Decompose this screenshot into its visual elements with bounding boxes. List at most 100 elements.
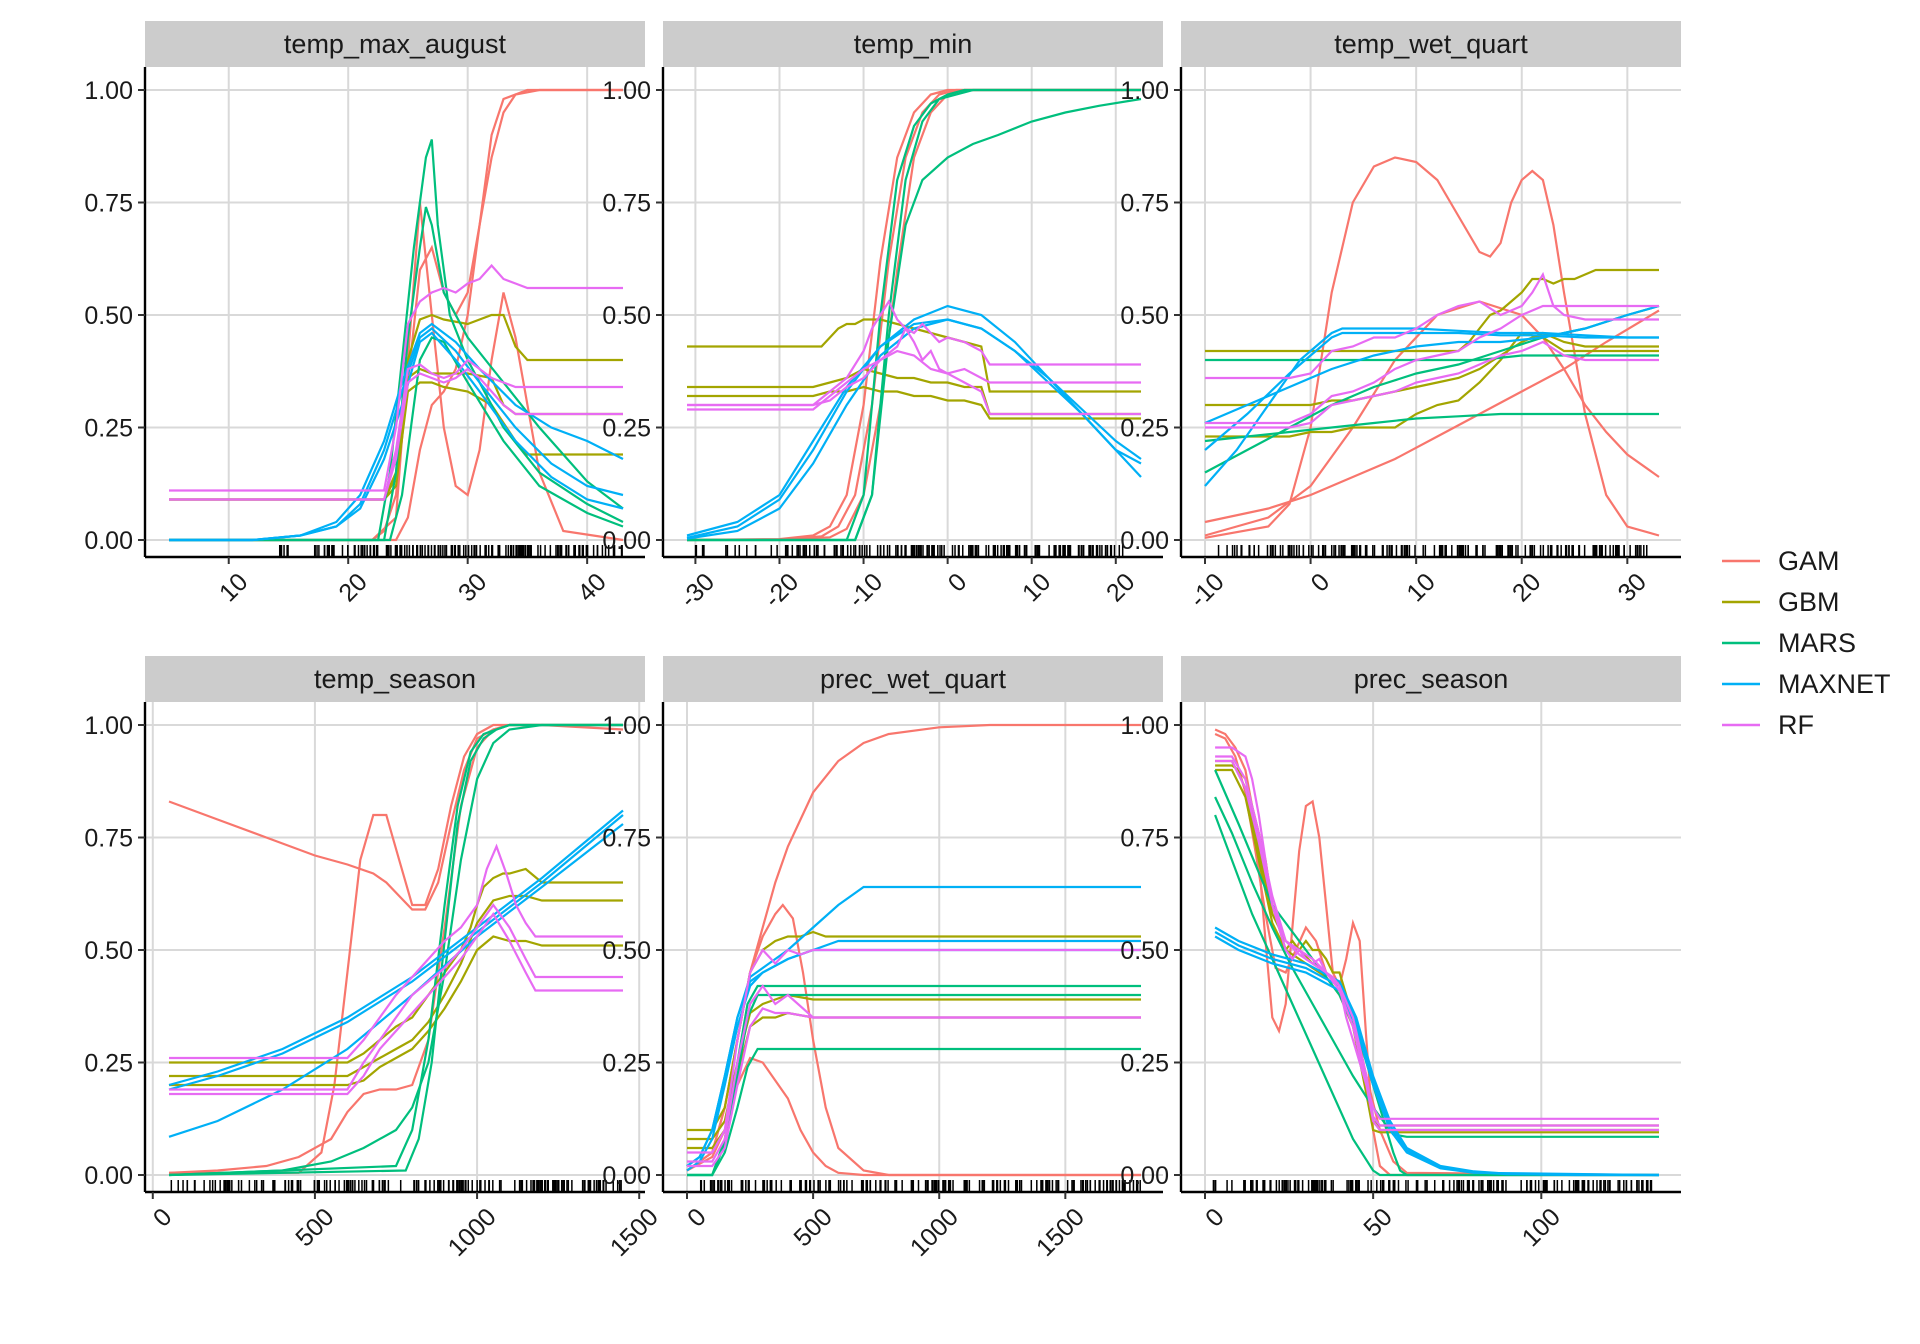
series-line-gam — [1214, 728, 1659, 1177]
x-tick-label: 500 — [290, 1203, 339, 1252]
series-line-maxnet — [686, 318, 1142, 540]
legend: GAM GBM MARS MAXNET RF — [1722, 546, 1891, 740]
x-tick-label: 0 — [148, 1203, 178, 1233]
y-tick-label: 0.25 — [602, 1050, 651, 1078]
series-line-gbm — [687, 367, 1141, 416]
series-line-rf — [1205, 271, 1659, 380]
x-tick-label: 0 — [1200, 1203, 1230, 1233]
series-line-mars — [1214, 814, 1659, 1177]
series-line-gam — [686, 1056, 1141, 1177]
y-tick-label: 0.25 — [1120, 415, 1169, 443]
series-line-gbm — [687, 993, 1141, 1141]
series-line-maxnet — [1214, 931, 1660, 1177]
series-line-mars — [1204, 412, 1659, 443]
x-tick-label: 20 — [333, 568, 372, 607]
series-line-gam — [1204, 309, 1660, 524]
x-tick-label: 500 — [788, 1203, 837, 1252]
rug — [278, 545, 623, 557]
series-line-gbm — [1205, 268, 1659, 353]
series-line-gam — [686, 903, 1141, 1177]
y-tick-label: 0.00 — [84, 1162, 133, 1190]
legend-label-maxnet: MAXNET — [1778, 669, 1891, 699]
y-tick-label: 0.75 — [84, 825, 133, 853]
series-line-maxnet — [168, 814, 624, 1091]
panel-strip — [663, 21, 1163, 67]
series-line-maxnet — [168, 809, 624, 1087]
panel-title: temp_season — [314, 664, 476, 694]
series-line-rf — [687, 326, 1141, 411]
series-line-rf — [687, 948, 1141, 1154]
series-line-maxnet — [1214, 935, 1660, 1177]
series-group — [686, 88, 1142, 542]
series-line-gam — [169, 723, 623, 1174]
y-tick-label: 0.00 — [84, 527, 133, 555]
y-tick-label: 1.00 — [1120, 712, 1169, 740]
series-line-gbm — [687, 385, 1141, 420]
series-line-maxnet — [686, 885, 1141, 1167]
y-tick-label: 1.00 — [84, 712, 133, 740]
rug — [699, 1180, 1141, 1192]
series-line-gbm — [1215, 768, 1659, 1134]
series-group — [686, 723, 1141, 1177]
series-line-rf — [169, 263, 623, 492]
series-line-gam — [686, 88, 1141, 542]
y-tick-label: 0.00 — [1120, 1162, 1169, 1190]
x-tick-label: 30 — [453, 568, 492, 607]
series-line-gbm — [169, 894, 623, 1078]
panel-temp_max_august: temp_max_august 0.00 0.25 0.50 0.75 1.00 10 20 3… — [84, 21, 645, 607]
legend-label-rf: RF — [1778, 710, 1814, 740]
panel-prec_season: prec_season 0.00 0.25 0.50 0.75 1.00 0 50 100 — [1120, 656, 1681, 1252]
panel-strip — [1181, 656, 1681, 702]
series-line-gbm — [169, 867, 623, 1064]
panel-temp_season: temp_season 0.00 0.25 0.50 0.75 1.00 0 500 1000 1… — [84, 656, 664, 1262]
x-tick-label: -20 — [759, 568, 804, 613]
series-line-mars — [169, 206, 624, 542]
y-tick-label: 0.50 — [1120, 302, 1169, 330]
y-tick-label: 0.25 — [84, 415, 133, 443]
x-tick-label: 1000 — [905, 1203, 964, 1262]
y-tick-label: 1.00 — [84, 77, 133, 105]
series-line-gam — [686, 88, 1141, 542]
panel-prec_wet_quart: prec_wet_quart 0.00 0.25 0.50 0.75 1.00 0 500 10… — [602, 656, 1163, 1262]
panel-title: temp_max_august — [284, 29, 507, 59]
series-line-rf — [1205, 304, 1659, 425]
y-tick-label: 0.25 — [1120, 1050, 1169, 1078]
series-line-maxnet — [169, 331, 624, 542]
x-tick-label: 1500 — [1031, 1203, 1090, 1262]
series-line-rf — [687, 1007, 1141, 1168]
y-tick-label: 0.50 — [602, 302, 651, 330]
series-line-rf — [169, 358, 623, 501]
x-tick-label: 10 — [1401, 568, 1440, 607]
series-group — [1214, 728, 1660, 1177]
x-tick-label: 20 — [1101, 568, 1140, 607]
series-line-gam — [168, 723, 623, 1174]
gridlines — [145, 702, 645, 1192]
gridlines — [1181, 67, 1681, 557]
y-tick-label: 0.75 — [1120, 825, 1169, 853]
series-line-maxnet — [1204, 304, 1660, 425]
panel-temp_wet_quart: temp_wet_quart 0.00 0.25 0.50 0.75 1.00 -10 0 10… — [1120, 21, 1681, 613]
series-line-mars — [687, 984, 1141, 1177]
y-tick-label: 0.75 — [84, 190, 133, 218]
series-line-mars — [687, 1047, 1141, 1177]
series-line-gbm — [687, 930, 1141, 1132]
y-tick-label: 0.75 — [602, 825, 651, 853]
x-tick-label: 10 — [1017, 568, 1056, 607]
y-tick-label: 0.00 — [602, 527, 651, 555]
x-tick-label: 50 — [1358, 1203, 1397, 1242]
x-tick-label: 30 — [1613, 568, 1652, 607]
x-tick-label: -10 — [1184, 568, 1229, 613]
panel-title: temp_wet_quart — [1334, 29, 1528, 59]
series-line-rf — [687, 984, 1141, 1163]
series-line-maxnet — [168, 823, 624, 1138]
x-tick-label: 100 — [1517, 1203, 1566, 1252]
series-line-rf — [169, 367, 623, 501]
series-line-mars — [168, 723, 623, 1177]
series-line-gam — [1204, 156, 1660, 539]
gridlines — [663, 702, 1163, 1192]
series-line-rf — [1215, 759, 1659, 1132]
rug — [694, 545, 1124, 557]
y-tick-label: 1.00 — [602, 712, 651, 740]
y-tick-label: 0.75 — [602, 190, 651, 218]
